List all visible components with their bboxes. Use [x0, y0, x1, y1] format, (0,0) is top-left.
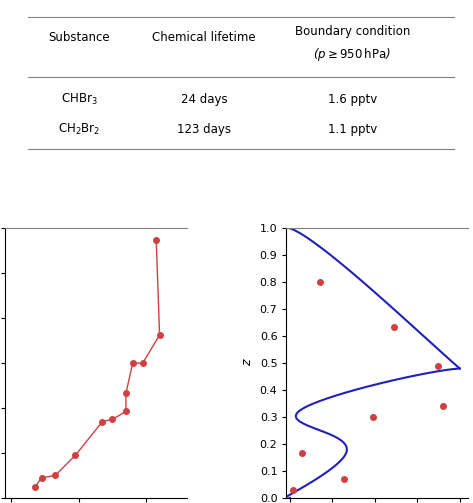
Text: Substance: Substance — [48, 32, 110, 44]
Text: 1.1 pptv: 1.1 pptv — [328, 123, 377, 136]
Text: ($p \geq 950\,\mathrm{hPa}$): ($p \geq 950\,\mathrm{hPa}$) — [314, 46, 391, 63]
Text: CHBr$_3$: CHBr$_3$ — [61, 92, 97, 107]
Text: 1.6 pptv: 1.6 pptv — [328, 93, 377, 106]
Text: 24 days: 24 days — [181, 93, 228, 106]
Text: 123 days: 123 days — [177, 123, 231, 136]
Y-axis label: z: z — [241, 360, 254, 366]
Text: Boundary condition: Boundary condition — [295, 26, 410, 39]
Text: CH$_2$Br$_2$: CH$_2$Br$_2$ — [58, 122, 100, 137]
Text: Chemical lifetime: Chemical lifetime — [152, 32, 256, 44]
